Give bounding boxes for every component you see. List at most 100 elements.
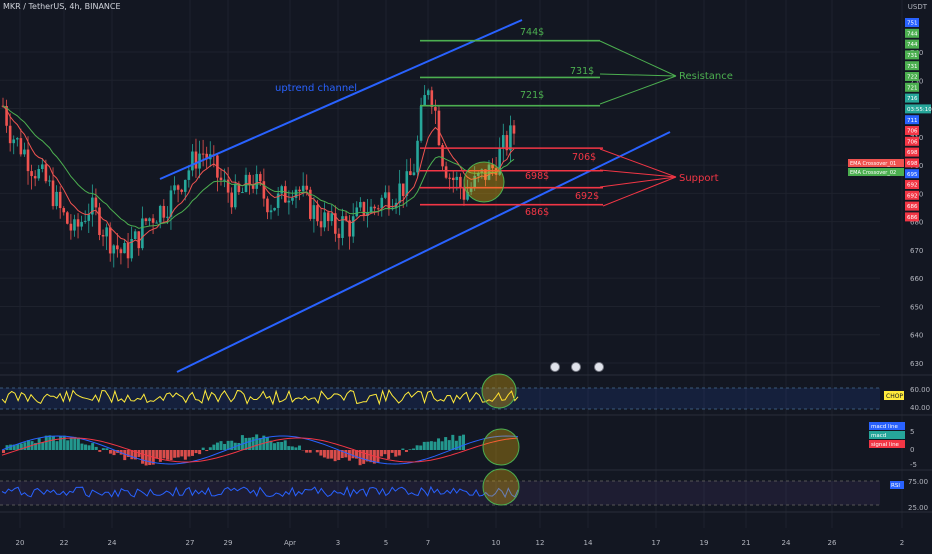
x-tick-label: 2 — [900, 539, 904, 547]
candle-body — [352, 216, 355, 236]
candle-body — [420, 106, 423, 141]
macd-histogram-bar — [330, 450, 333, 459]
y-tick-label: 640 — [910, 332, 923, 340]
macd-histogram-bar — [141, 450, 144, 464]
x-tick-label: 20 — [16, 539, 25, 547]
candle-body — [513, 125, 516, 133]
price-tag-label: 711 — [907, 118, 918, 124]
candle-body — [127, 243, 130, 258]
macd-histogram-bar — [384, 450, 387, 454]
candle-body — [509, 125, 512, 150]
candle-body — [377, 208, 380, 209]
candle-body — [313, 205, 316, 219]
support-arrow — [600, 170, 676, 177]
macd-histogram-bar — [458, 436, 461, 450]
price-tag-label: 686 — [907, 215, 918, 221]
x-tick-label: 7 — [426, 539, 430, 547]
candle-body — [202, 154, 205, 155]
candle-body — [80, 222, 83, 227]
macd-histogram-bar — [162, 450, 165, 458]
candle-body — [259, 174, 262, 181]
macd-histogram-bar — [41, 442, 44, 450]
candle-body — [112, 245, 115, 253]
macd-legend-label: macd line — [871, 424, 899, 430]
highlight-circle — [464, 162, 504, 202]
rsi-tick: 75.00 — [908, 478, 928, 486]
candle-body — [48, 181, 51, 182]
macd-histogram-bar — [430, 441, 433, 450]
macd-histogram-bar — [70, 437, 73, 450]
macd-histogram-bar — [148, 450, 151, 465]
candle-body — [448, 178, 451, 179]
x-tick-label: 3 — [336, 539, 340, 547]
candle-body — [398, 184, 401, 203]
macd-histogram-bar — [177, 450, 180, 457]
macd-histogram-bar — [398, 450, 401, 455]
macd-histogram-bar — [66, 440, 69, 450]
macd-histogram-bar — [23, 442, 26, 450]
candle-body — [431, 90, 434, 107]
macd-histogram-bar — [2, 450, 5, 453]
resistance-label: Resistance — [679, 71, 733, 82]
x-tick-label: 17 — [652, 539, 661, 547]
x-tick-label: 27 — [186, 539, 195, 547]
event-flag-icon — [572, 363, 581, 372]
candle-body — [434, 107, 437, 111]
x-tick-label: 12 — [536, 539, 545, 547]
candle-body — [255, 174, 258, 189]
x-tick-label: 19 — [700, 539, 709, 547]
level-label-resistance: 744$ — [520, 27, 544, 38]
support-label: Support — [679, 173, 719, 184]
macd-histogram-bar — [284, 440, 287, 450]
candle-body — [409, 171, 412, 175]
level-label-support: 698$ — [525, 171, 549, 182]
candle-body — [102, 235, 105, 236]
price-tag-label: 721 — [907, 85, 918, 91]
macd-tick: 5 — [910, 428, 914, 436]
macd-histogram-bar — [348, 450, 351, 461]
macd-histogram-bar — [173, 450, 176, 458]
macd-histogram-bar — [252, 437, 255, 450]
candle-body — [55, 192, 58, 206]
macd-histogram-bar — [195, 450, 198, 453]
macd-histogram-bar — [80, 444, 83, 450]
candle-body — [166, 217, 169, 218]
macd-histogram-bar — [241, 435, 244, 450]
macd-histogram-bar — [433, 442, 436, 450]
y-tick-label: 670 — [910, 247, 923, 255]
price-tag-label: 751 — [907, 21, 918, 27]
candle-body — [148, 218, 151, 221]
support-arrow — [600, 149, 676, 177]
candle-body — [405, 171, 408, 196]
macd-histogram-bar — [409, 449, 412, 450]
y-tick-label: 630 — [910, 360, 923, 368]
price-tag-label: 03:55:10 — [907, 107, 932, 113]
x-tick-label: 22 — [60, 539, 69, 547]
candle-body — [62, 208, 65, 212]
macd-histogram-bar — [273, 443, 276, 450]
macd-histogram-bar — [88, 445, 91, 450]
candle-body — [305, 186, 308, 190]
chop-tick: 40.00 — [910, 404, 930, 412]
candle-body — [77, 219, 80, 226]
macd-tick: -5 — [910, 461, 917, 469]
macd-histogram-bar — [419, 446, 422, 450]
candle-body — [120, 249, 123, 253]
macd-legend-label: macd — [871, 433, 886, 439]
candle-body — [330, 213, 333, 221]
macd-histogram-bar — [184, 450, 187, 460]
macd-histogram-bar — [294, 447, 297, 450]
candle-body — [284, 186, 287, 202]
macd-histogram-bar — [380, 450, 383, 456]
macd-histogram-bar — [387, 450, 390, 459]
candle-body — [59, 192, 62, 208]
price-tag-label: 706 — [907, 139, 918, 145]
macd-histogram-bar — [212, 445, 215, 450]
x-tick-label: 24 — [108, 539, 117, 547]
macd-histogram-bar — [451, 435, 454, 450]
symbol-header: MKR / TetherUS, 4h, BINANCE — [3, 2, 121, 11]
highlight-circle — [482, 374, 516, 408]
macd-histogram-bar — [198, 450, 201, 454]
